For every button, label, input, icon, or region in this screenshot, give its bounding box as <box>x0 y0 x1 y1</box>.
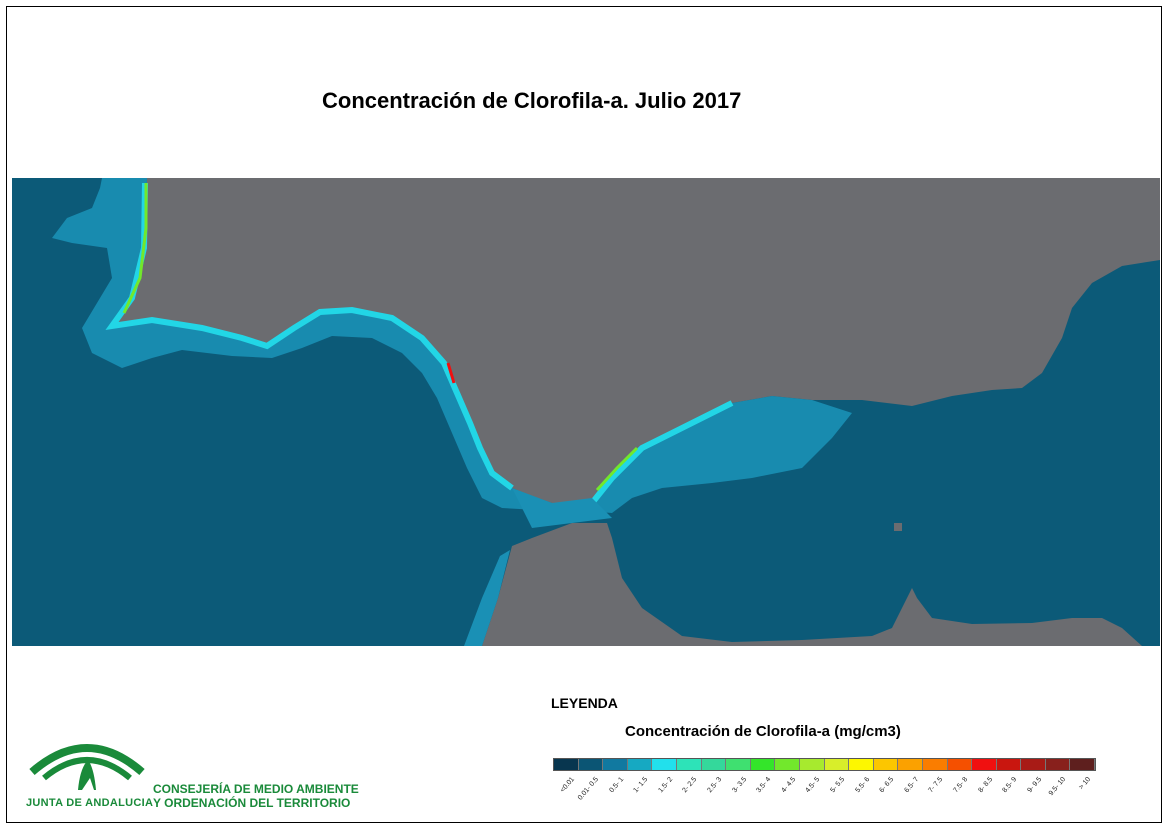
coastal-band-atlantic <box>52 178 552 510</box>
legend-labels: <0.01 0.01- 0.5 0.5- 1 1- 1.5 1.5- 2 2- 2.5 2.… <box>553 776 1097 816</box>
legend-class-label: > 10 <box>1077 776 1093 792</box>
map-title: Concentración de Clorofila-a. Julio 2017 <box>322 88 742 113</box>
legend-swatch <box>627 759 653 770</box>
coastal-band-med <box>572 396 852 513</box>
legend-swatch <box>824 759 850 770</box>
legend-subtitle: Concentración de Clorofila-a (mg/cm3) <box>625 723 901 740</box>
department-name: CONSEJERÍA DE MEDIO AMBIENTE Y ORDENACIÓ… <box>153 782 359 810</box>
high-chl-west <box>122 183 148 314</box>
legend-color-bar <box>553 758 1097 771</box>
legend-class-label: 6.5- 7 <box>903 776 920 795</box>
legend-class-label: 4.5- 5 <box>804 776 822 795</box>
coastal-band-africa <box>464 550 510 646</box>
coastal-band-med-cyan <box>589 400 734 505</box>
legend-swatch <box>701 759 727 770</box>
legend-swatch <box>603 759 628 770</box>
legend-swatch <box>873 759 899 770</box>
legend-class-label: 2.5- 3 <box>706 776 724 795</box>
legend-class-label: 5.5- 6 <box>853 776 871 795</box>
legend-swatch <box>972 759 997 770</box>
legend-swatch <box>726 759 751 770</box>
legend-class-label: 7- 7.5 <box>927 776 945 795</box>
legend-class-label: 1- 1.5 <box>632 776 650 795</box>
legend-swatch <box>1070 759 1096 770</box>
legend-class-label: 9- 9.5 <box>1026 776 1043 795</box>
legend-swatch <box>578 759 604 770</box>
legend-class-label: 2- 2.5 <box>681 776 699 795</box>
legend-class-label: 8.5- 9 <box>1001 776 1019 795</box>
legend-class-label: 0.01- 0.5 <box>577 776 601 802</box>
legend-swatch <box>1045 759 1071 770</box>
department-line-1: CONSEJERÍA DE MEDIO AMBIENTE <box>153 782 359 796</box>
legend-swatch <box>947 759 973 770</box>
legend-class-label: 4- 4.5 <box>780 776 797 795</box>
legend-swatch <box>799 759 825 770</box>
legend-swatch <box>898 759 923 770</box>
strait-channel <box>512 488 612 528</box>
legend-class-label: 7.5- 8 <box>952 776 970 795</box>
legend-swatch <box>775 759 800 770</box>
atlantic-ocean <box>12 178 1160 646</box>
map-frame <box>6 6 1162 823</box>
high-chl-med <box>595 446 639 492</box>
legend-class-label: 6- 6.5 <box>878 776 896 795</box>
legend-class-label: 9.5- 10 <box>1048 776 1068 798</box>
legend-class-label: 1.5- 2 <box>657 776 674 795</box>
junta-andalucia-logo-icon <box>29 744 145 790</box>
legend-swatch <box>922 759 948 770</box>
legend-swatch <box>1021 759 1046 770</box>
legend-class-label: 5- 5.5 <box>829 776 847 795</box>
legend-class-label: 0.5- 1 <box>607 776 625 795</box>
legend-swatch <box>676 759 702 770</box>
high-chl-coast <box>446 362 456 384</box>
legend-heading: LEYENDA <box>551 695 618 711</box>
small-land-patch <box>894 523 902 531</box>
chlorophyll-map[interactable] <box>12 178 1160 646</box>
legend-class-label: 3.5- 4 <box>755 776 773 795</box>
legend-swatch <box>750 759 776 770</box>
legend-swatch <box>996 759 1022 770</box>
legend-class-label: 3- 3.5 <box>730 776 748 795</box>
coastal-band-cyan <box>105 182 514 491</box>
legend-class-label: <0.01 <box>558 776 576 795</box>
map-canvas <box>12 178 1160 646</box>
legend-class-label: 8- 8.5 <box>976 776 994 795</box>
legend-swatch <box>652 759 677 770</box>
department-line-2: Y ORDENACIÓN DEL TERRITORIO <box>153 796 351 810</box>
legend-swatch <box>849 759 874 770</box>
legend-swatch <box>554 759 579 770</box>
logo-name: JUNTA DE ANDALUCIA <box>26 797 154 809</box>
